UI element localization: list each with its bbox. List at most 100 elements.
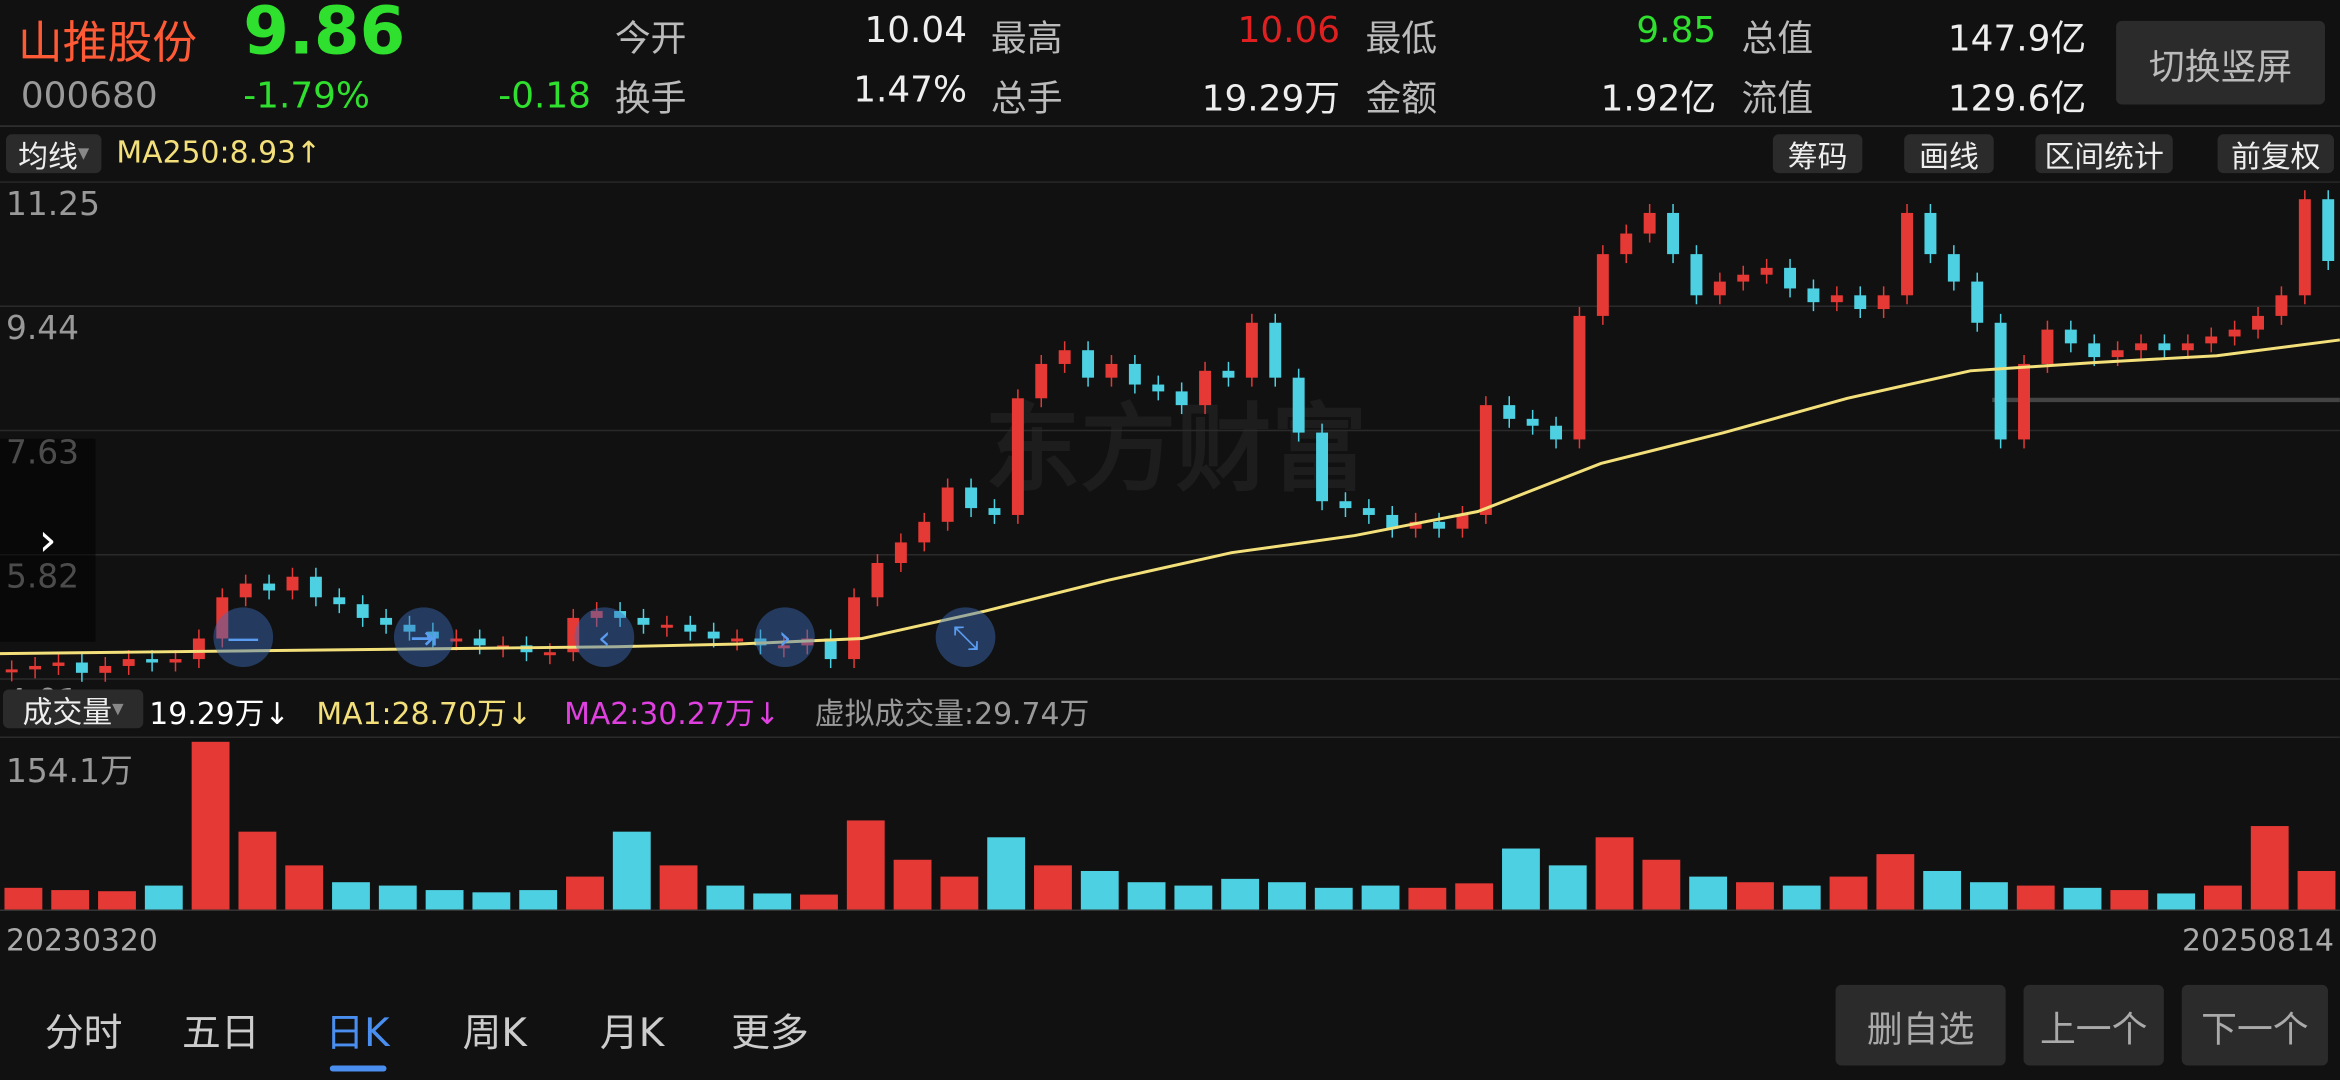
- volume-bar: [893, 859, 932, 911]
- volume-bar: [238, 831, 277, 911]
- ma2: MA2:30.27万↓: [564, 695, 780, 732]
- stat-label: 总手: [990, 77, 1063, 120]
- candle: [1620, 233, 1633, 255]
- candle: [5, 669, 18, 673]
- candle: [2205, 336, 2218, 344]
- volume-bar: [2297, 870, 2336, 911]
- nav-tab[interactable]: 更多: [731, 1011, 809, 1057]
- nav-icon: ›: [778, 619, 791, 657]
- volume-bar: [2204, 885, 2242, 911]
- nav-control: [393, 607, 454, 668]
- indicator-select[interactable]: 均线 ▼: [5, 134, 102, 174]
- volume-bar: [1361, 885, 1400, 911]
- action-button[interactable]: 上一个: [2023, 984, 2164, 1066]
- volume-bar: [378, 885, 417, 911]
- volume-bar: [425, 890, 464, 911]
- candle: [2228, 329, 2241, 337]
- stock-name: 山推股份: [17, 17, 197, 71]
- tool-button[interactable]: 区间统计: [2035, 134, 2173, 174]
- volume-bar: [940, 876, 979, 911]
- expand-arrow[interactable]: ›: [0, 438, 96, 642]
- candle: [918, 521, 931, 543]
- start-date: 20230320: [5, 922, 158, 959]
- candle: [2158, 343, 2171, 351]
- volume-bar: [1174, 885, 1213, 911]
- change: -0.18: [498, 74, 591, 117]
- candle: [1877, 295, 1890, 310]
- candle: [473, 638, 486, 646]
- action-button[interactable]: 下一个: [2181, 984, 2328, 1066]
- action-button[interactable]: 删自选: [1835, 984, 2006, 1066]
- tool-button[interactable]: 前复权: [2217, 134, 2334, 174]
- candle: [707, 631, 720, 639]
- candle: [660, 624, 673, 628]
- volume-indicator[interactable]: 成交量 ▼: [2, 689, 144, 729]
- candle: [731, 638, 744, 642]
- candle: [426, 631, 439, 639]
- volume-bar: [706, 885, 745, 911]
- volume-bar: [1876, 854, 1915, 911]
- volume-bar: [1080, 870, 1119, 911]
- volume-bar: [2063, 887, 2102, 911]
- candle: [1362, 508, 1375, 515]
- candle: [777, 645, 790, 649]
- candle: [333, 597, 346, 605]
- tool-button[interactable]: 筹码: [1772, 134, 1863, 174]
- stat-label: 流值: [1741, 77, 1814, 120]
- volume-bar: [566, 876, 604, 911]
- candle: [1409, 521, 1422, 529]
- tab-underline: [329, 1065, 387, 1072]
- stat-value: 147.9亿: [1947, 17, 2087, 60]
- volume-bar: [1548, 865, 1587, 911]
- switch-button[interactable]: 切换竖屏: [2116, 20, 2326, 105]
- stat-label: 最高: [990, 17, 1063, 60]
- nav-tab[interactable]: 日K: [325, 1011, 390, 1057]
- candle: [2252, 315, 2264, 330]
- nav-icon: ⤡: [952, 619, 978, 657]
- virtual-volume: 虚拟成交量:29.74万: [814, 695, 1090, 732]
- stat-label: 金额: [1365, 77, 1438, 120]
- nav-icon: ‹: [598, 619, 611, 657]
- price: 9.86: [243, 0, 406, 71]
- candle: [567, 617, 580, 653]
- candle: [1269, 322, 1282, 378]
- volume-bar: [1408, 887, 1447, 911]
- candle: [1456, 514, 1469, 529]
- ma1: MA1:28.70万↓: [316, 695, 532, 732]
- volume-bar: [1034, 865, 1072, 911]
- candle: [2298, 199, 2311, 296]
- y-tick-label: 9.44: [6, 309, 79, 347]
- candle: [1573, 315, 1586, 440]
- candle: [1316, 432, 1329, 502]
- candle: [1292, 377, 1305, 433]
- nav-tab[interactable]: 周K: [462, 1011, 527, 1057]
- volume-bar: [332, 882, 370, 911]
- candle: [2181, 343, 2194, 351]
- candle: [286, 576, 299, 591]
- candle: [824, 638, 837, 660]
- candle: [1737, 274, 1750, 282]
- indicator: 均线: [18, 138, 78, 174]
- candle: [1784, 267, 1797, 289]
- volume-bar: [1455, 883, 1494, 911]
- volume-bar: [753, 893, 792, 911]
- nav-tab[interactable]: 分时: [44, 1011, 123, 1057]
- candle: [2111, 350, 2124, 358]
- stat-label: 最低: [1365, 17, 1438, 60]
- candle: [1713, 281, 1726, 296]
- candle: [1222, 370, 1235, 378]
- candle: [2135, 343, 2148, 351]
- candle: [1152, 384, 1165, 392]
- candle: [309, 576, 322, 598]
- nav-tab[interactable]: 五日: [182, 1011, 260, 1057]
- nav-tab[interactable]: 月K: [599, 1011, 665, 1057]
- y-tick-label: 154.1万: [6, 752, 133, 790]
- candle: [1760, 267, 1773, 275]
- volume-bar: [612, 831, 651, 911]
- candle: [1526, 418, 1539, 426]
- tool-button[interactable]: 画线: [1904, 134, 1994, 174]
- stat-label: 今开: [614, 17, 687, 60]
- volume-bar: [1689, 876, 1728, 911]
